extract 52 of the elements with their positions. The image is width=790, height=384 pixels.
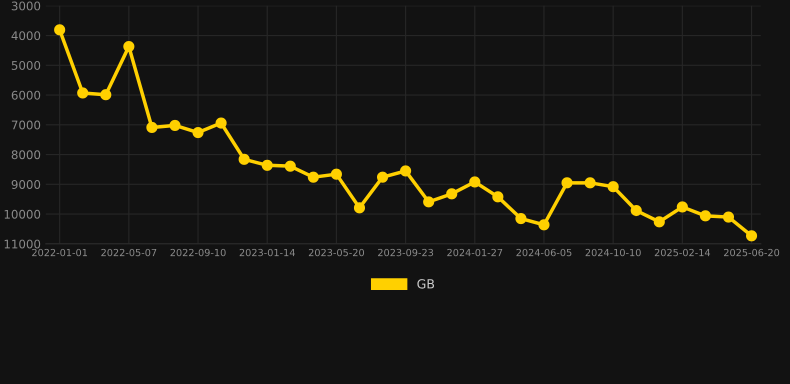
- point: [746, 230, 758, 242]
- x-tick-label: 2022-01-01: [32, 248, 88, 256]
- x-tick-label: 2023-05-20: [308, 248, 364, 256]
- point: [446, 188, 458, 200]
- point: [676, 201, 688, 212]
- x-tick-label: 2023-01-14: [240, 248, 295, 256]
- y-tick-label: 5000: [12, 61, 40, 70]
- point: [400, 165, 412, 176]
- y-tick-label: 11000: [4, 240, 40, 248]
- x-tick-label: 2025-06-20: [724, 248, 780, 256]
- x-tick-label: 2022-09-10: [170, 248, 226, 256]
- x-tick-label: 2024-01-27: [447, 248, 502, 256]
- point: [308, 172, 319, 183]
- point: [700, 210, 711, 222]
- x-tick-label: 2023-09-23: [378, 248, 434, 256]
- point: [54, 24, 66, 36]
- x-tick-label: 2025-02-14: [654, 248, 710, 256]
- x-tick-label: 2024-06-05: [516, 248, 572, 256]
- point: [376, 172, 388, 183]
- point: [654, 216, 665, 228]
- y-tick-label: 4000: [11, 31, 40, 40]
- point: [423, 196, 434, 208]
- point: [169, 120, 181, 131]
- point: [469, 176, 480, 188]
- point: [262, 160, 273, 171]
- y-tick-label: 7000: [12, 120, 40, 130]
- point: [123, 40, 134, 52]
- point: [354, 202, 366, 214]
- point: [561, 177, 573, 188]
- point: [630, 204, 642, 216]
- point: [100, 89, 112, 100]
- y-tick-label: 8000: [12, 150, 40, 160]
- point: [608, 181, 619, 192]
- point: [238, 154, 250, 165]
- y-tick-label: 6000: [12, 90, 40, 100]
- y-tick-label: 10000: [4, 210, 40, 219]
- point: [216, 117, 227, 129]
- point: [146, 122, 158, 134]
- x-tick-label: 2022-05-07: [101, 248, 156, 256]
- legend-label: GB: [417, 279, 434, 289]
- point: [584, 177, 596, 188]
- point: [330, 168, 342, 180]
- point: [492, 191, 504, 202]
- y-tick-label: 9000: [12, 180, 40, 189]
- point: [722, 212, 734, 223]
- point: [284, 160, 296, 172]
- point: [515, 212, 526, 224]
- x-tick-label: 2024-10-10: [586, 248, 641, 256]
- point: [538, 219, 550, 230]
- point: [77, 87, 88, 99]
- y-tick-label: 3000: [12, 1, 40, 10]
- point: [192, 126, 204, 138]
